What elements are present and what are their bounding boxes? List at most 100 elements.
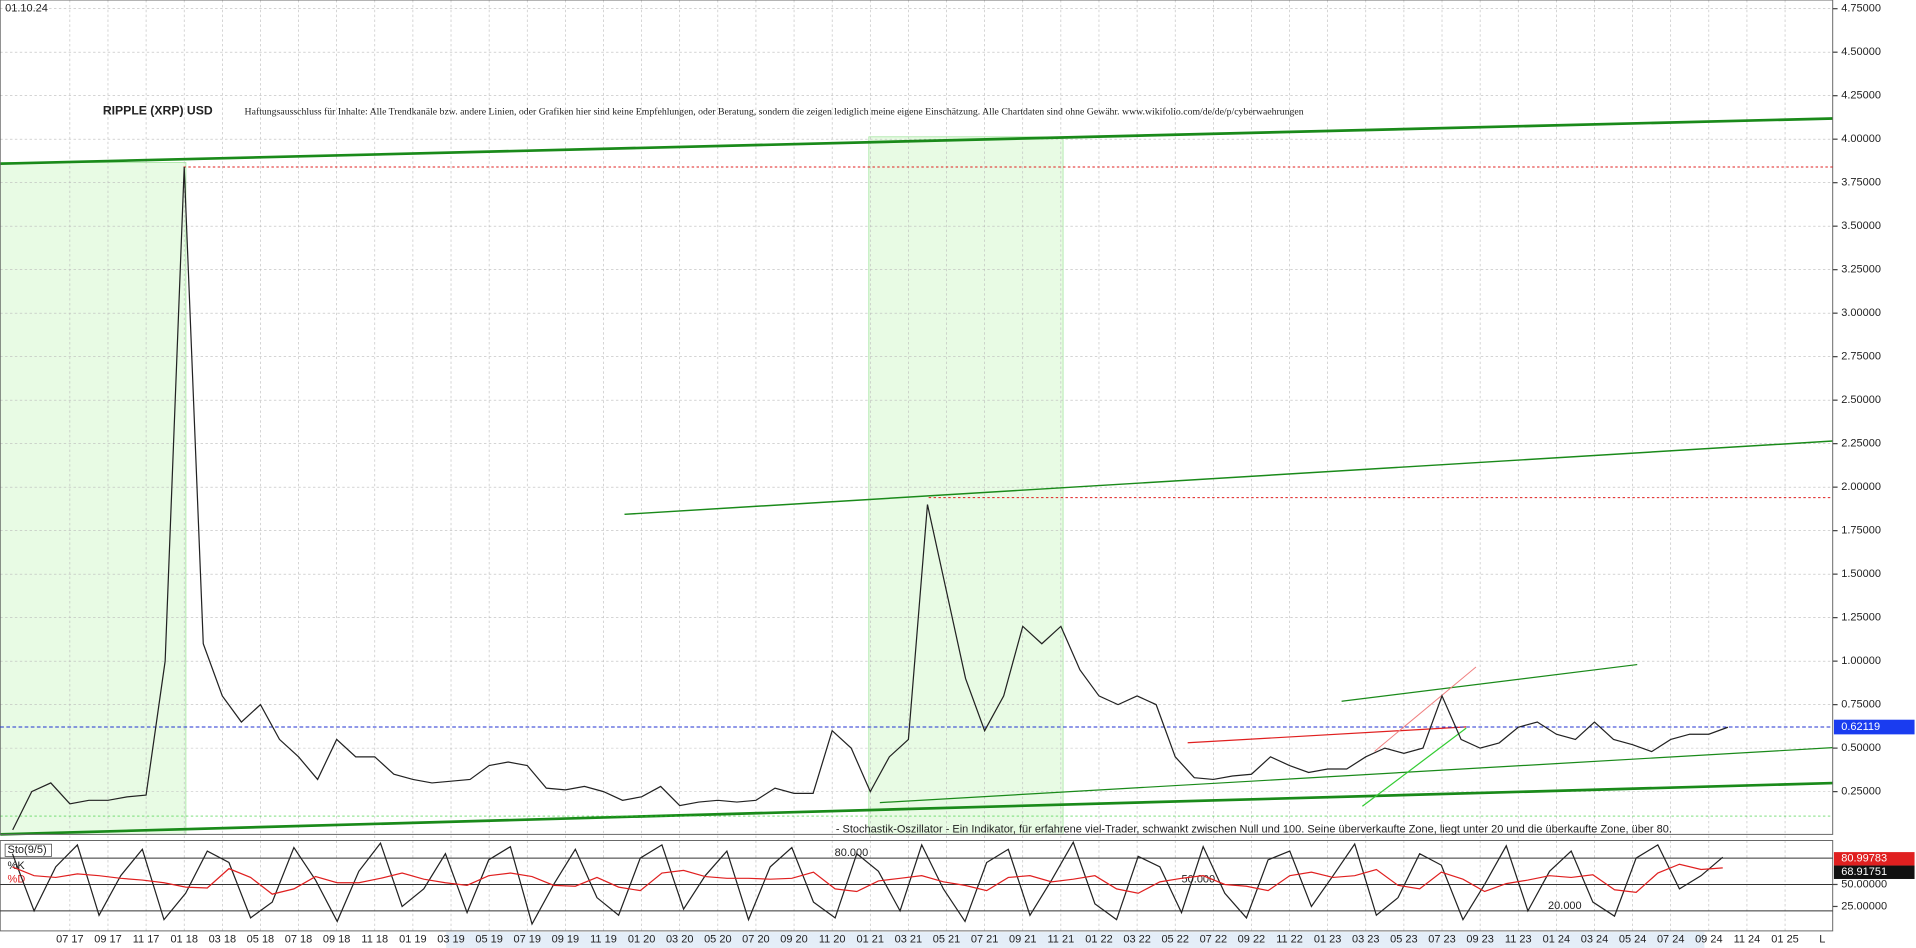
x-tick-label: 03 22 <box>1123 933 1151 945</box>
series-line <box>11 840 1724 926</box>
y2-tick-label: 25.00000 <box>1841 900 1887 912</box>
x-tick-label: 07 18 <box>285 933 313 945</box>
legend-entry: %K <box>8 860 26 872</box>
x-end-label: L <box>1819 933 1825 945</box>
x-tick-label: 11 21 <box>1048 933 1075 945</box>
x-tick-label: 01 19 <box>399 933 427 945</box>
y-tick-label: 3.75000 <box>1841 177 1881 189</box>
y-tick-label: 1.25000 <box>1841 612 1881 624</box>
x-tick-label: 09 18 <box>323 933 351 945</box>
x-tick-label: 05 20 <box>704 933 732 945</box>
x-tick-label: 11 17 <box>133 933 160 945</box>
y-tick-label: 2.50000 <box>1841 394 1881 406</box>
x-tick-label: 01 25 <box>1771 933 1798 945</box>
x-tick-label: 11 22 <box>1276 933 1303 945</box>
y-tick-label: 0.25000 <box>1841 786 1881 798</box>
x-tick-label: 07 22 <box>1200 933 1228 945</box>
x-tick-label: 11 20 <box>819 933 846 945</box>
indicator-box <box>4 843 52 857</box>
axis-band <box>446 932 1705 948</box>
y-tick-label: 3.25000 <box>1841 264 1881 276</box>
highlight-zone <box>868 136 1064 835</box>
y-tick-label: 4.00000 <box>1841 133 1881 145</box>
x-tick-label: 09 23 <box>1466 933 1493 945</box>
trend-line <box>879 747 1833 804</box>
last-value-box <box>1833 865 1915 879</box>
x-tick-label: 09 17 <box>94 933 121 945</box>
y-tick-label: 0.50000 <box>1841 742 1881 754</box>
last-price-label: 0.62119 <box>1841 721 1880 733</box>
y-tick-label: 4.50000 <box>1841 46 1881 58</box>
x-tick-label: 01 21 <box>857 933 885 945</box>
last-value-label: 80.99783 <box>1841 853 1887 865</box>
y2-tick-label: 50.00000 <box>1841 878 1887 890</box>
y-tick-label: 2.25000 <box>1841 438 1881 450</box>
x-tick-label: 03 21 <box>895 933 923 945</box>
x-tick-label: 01 24 <box>1543 933 1570 945</box>
trend-line <box>624 440 1833 516</box>
x-tick-label: 05 23 <box>1390 933 1417 945</box>
last-value-label: 68.91751 <box>1841 866 1887 878</box>
indicator-note: - Stochastik-Oszillator - Ein Indikator,… <box>836 823 1672 835</box>
x-tick-label: 07 21 <box>971 933 999 945</box>
x-tick-label: 09 21 <box>1009 933 1037 945</box>
date: 01.10.24 <box>5 2 48 14</box>
level-label: 20.000 <box>1548 900 1582 912</box>
level-label: 50.000 <box>1182 873 1216 885</box>
x-tick-label: 09 19 <box>552 933 580 945</box>
x-tick-label: 05 22 <box>1161 933 1189 945</box>
x-tick-label: 07 20 <box>742 933 770 945</box>
x-tick-label: 05 19 <box>475 933 503 945</box>
trend-line <box>1374 666 1477 752</box>
trend-line <box>1187 726 1467 744</box>
trend-line <box>0 781 1833 836</box>
x-tick-label: 09 20 <box>780 933 808 945</box>
y-tick-label: 3.50000 <box>1841 220 1881 232</box>
x-tick-label: 03 19 <box>437 933 465 945</box>
y-tick-label: 1.50000 <box>1841 568 1881 580</box>
x-tick-label: 11 24 <box>1734 933 1761 945</box>
highlight-zone <box>0 162 187 835</box>
x-tick-label: 03 20 <box>666 933 694 945</box>
x-tick-label: 01 18 <box>170 933 198 945</box>
x-tick-label: 07 24 <box>1657 933 1685 945</box>
x-tick-label: 05 21 <box>933 933 961 945</box>
series-line <box>12 166 1729 831</box>
y-tick-label: 2.75000 <box>1841 351 1881 363</box>
x-tick-label: 11 23 <box>1505 933 1532 945</box>
x-tick-label: 11 19 <box>590 933 617 945</box>
x-tick-label: 07 23 <box>1428 933 1456 945</box>
level-label: 80.000 <box>835 847 869 859</box>
y-tick-label: 4.25000 <box>1841 90 1881 102</box>
x-tick-label: 09 22 <box>1238 933 1266 945</box>
last-value-box <box>1833 852 1915 866</box>
x-tick-label: 07 17 <box>56 933 84 945</box>
trend-line <box>0 117 1833 166</box>
x-tick-label: 07 19 <box>513 933 541 945</box>
x-tick-label: 09 24 <box>1695 933 1722 945</box>
x-tick-label: 03 24 <box>1581 933 1609 945</box>
y-tick-label: 2.00000 <box>1841 481 1881 493</box>
trend-line <box>1361 727 1467 807</box>
oscillator-frame <box>0 840 1834 932</box>
y-tick-label: 4.75000 <box>1841 3 1881 15</box>
indicator-title: Sto(9/5) <box>8 844 47 856</box>
series-line <box>12 863 1723 895</box>
chart-title: RIPPLE (XRP) USD <box>103 103 213 117</box>
y-tick-label: 3.00000 <box>1841 307 1881 319</box>
y-tick-label: 1.75000 <box>1841 525 1881 537</box>
x-tick-label: 03 18 <box>209 933 237 945</box>
x-tick-label: 05 24 <box>1619 933 1646 945</box>
last-price-box <box>1833 719 1915 735</box>
x-tick-label: 11 18 <box>361 933 388 945</box>
plot-frame <box>0 0 1834 835</box>
x-tick-label: 05 18 <box>247 933 275 945</box>
x-tick-label: 01 23 <box>1314 933 1341 945</box>
y-tick-label: 1.00000 <box>1841 655 1881 667</box>
y-tick-label: 0.75000 <box>1841 699 1881 711</box>
x-tick-label: 01 22 <box>1085 933 1113 945</box>
x-tick-label: 01 20 <box>628 933 656 945</box>
disclaimer: Haftungsausschluss für Inhalte: Alle Tre… <box>245 107 1304 118</box>
